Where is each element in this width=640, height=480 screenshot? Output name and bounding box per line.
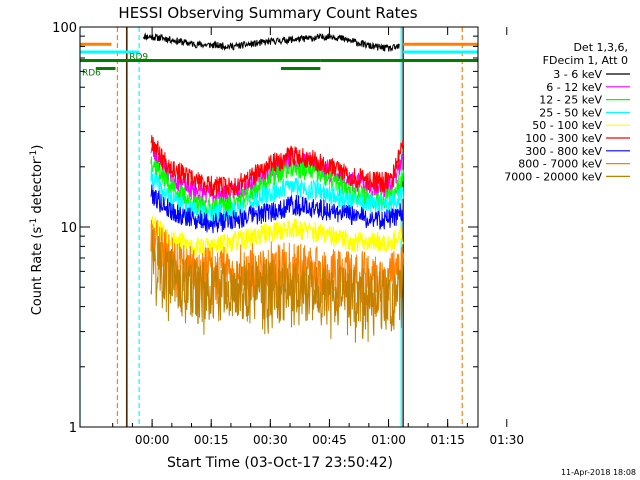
series-line-7000-20000-kev	[150, 229, 404, 343]
chart-title: HESSI Observing Summary Count Rates	[118, 4, 417, 22]
series-line-3-6-kev	[142, 32, 400, 52]
x-tick-label: 01:15	[430, 433, 465, 447]
tick-layer: 00:00 00:15 00:30 00:45 01:00 01:15 01:30 1 10 10…	[52, 21, 524, 447]
series-line-50-100-kev	[150, 216, 404, 258]
legend-label-12-25-kev: 12 - 25 keV	[539, 94, 602, 107]
status-bar-3: RD6	[82, 67, 321, 79]
series-line-25-50-kev	[150, 166, 404, 225]
x-tick-label: 01:00	[371, 433, 406, 447]
y-axis-label-exp-2: -1	[29, 150, 39, 159]
x-tick-label: 00:00	[135, 433, 170, 447]
y-axis-label-tail: detector	[30, 158, 45, 218]
legend-label-300-800-kev: 300 - 800 keV	[525, 145, 602, 158]
x-axis-label: Start Time (03-Oct-17 23:50:42)	[167, 455, 393, 471]
y-tick-label: 10	[60, 221, 77, 236]
legend-label-6-12-kev: 6 - 12 keV	[546, 81, 602, 94]
x-tick-label: 01:30	[489, 433, 524, 447]
legend-label-3-6-kev: 3 - 6 keV	[553, 68, 602, 81]
status-bar-label: RD6	[82, 69, 101, 79]
status-bar-2: RD9	[80, 52, 478, 62]
x-tick-label: 00:45	[312, 433, 347, 447]
y-axis-label-exp: -1	[29, 218, 39, 227]
y-axis-label-main: Count Rate (s	[30, 227, 45, 316]
x-tick-label: 00:15	[194, 433, 229, 447]
series-line-100-300-kev	[150, 135, 404, 197]
legend-header-1: Det 1,3,6,	[573, 41, 628, 54]
series-line-300-800-kev	[150, 184, 404, 234]
legend-label-800-7000-kev: 800 - 7000 keV	[518, 158, 602, 171]
data-layer: RD9 RD6	[79, 27, 478, 427]
x-tick-label: 00:30	[253, 433, 288, 447]
y-axis-label: Count Rate (s-1 detector-1)	[29, 145, 45, 316]
legend-header-2: FDecim 1, Att 0	[543, 54, 628, 67]
y-axis-label-end: )	[30, 145, 45, 150]
footer-date: 11-Apr-2018 18:08	[561, 468, 636, 477]
legend-label-7000-20000-kev: 7000 - 20000 keV	[504, 170, 602, 183]
legend-label-25-50-kev: 25 - 50 keV	[539, 106, 602, 119]
y-tick-label: 100	[52, 21, 77, 36]
status-bar-label: RD9	[129, 52, 148, 62]
legend-label-50-100-kev: 50 - 100 keV	[532, 119, 602, 132]
legend-label-100-300-kev: 100 - 300 keV	[525, 132, 602, 145]
y-tick-label: 1	[69, 421, 77, 436]
